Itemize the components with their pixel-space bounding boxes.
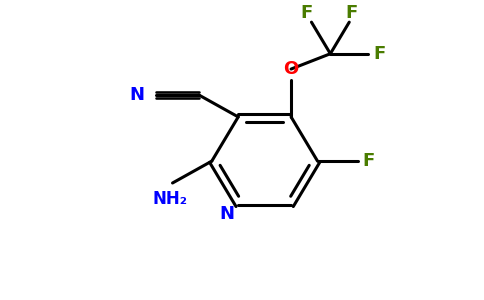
Text: F: F	[300, 4, 313, 22]
Text: N: N	[130, 86, 145, 104]
Text: F: F	[346, 4, 358, 22]
Text: O: O	[284, 60, 299, 78]
Text: F: F	[373, 45, 385, 63]
Text: N: N	[220, 205, 235, 223]
Text: NH₂: NH₂	[152, 190, 187, 208]
Text: F: F	[363, 152, 375, 170]
